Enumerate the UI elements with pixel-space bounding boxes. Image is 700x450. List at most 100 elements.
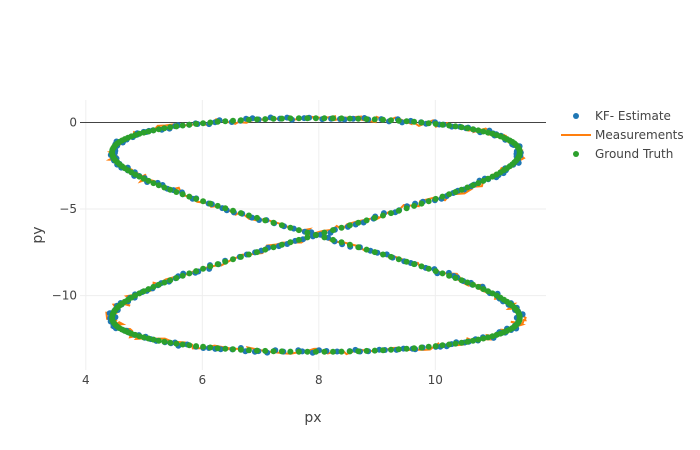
data-point (287, 348, 294, 355)
data-point (485, 334, 491, 341)
data-point (214, 118, 221, 125)
tick-labels: 4 6 8 10 0 −5 −10 (52, 116, 443, 388)
legend-item[interactable]: Ground Truth (573, 147, 673, 161)
data-point (458, 186, 465, 193)
legend-label: Ground Truth (595, 147, 673, 161)
data-point (173, 123, 180, 130)
data-point (179, 341, 186, 348)
data-point (222, 258, 229, 265)
data-point (464, 125, 471, 132)
data-point (439, 270, 446, 277)
data-point (432, 195, 439, 202)
data-point (425, 198, 432, 205)
data-point (363, 116, 370, 123)
data-point (270, 115, 277, 122)
data-point (338, 348, 345, 355)
data-point (371, 347, 378, 354)
data-point (480, 335, 487, 342)
data-point (214, 345, 221, 352)
data-point (388, 253, 394, 260)
data-point (186, 270, 193, 277)
data-point (186, 121, 193, 128)
data-point (380, 116, 386, 123)
data-point (145, 335, 152, 342)
data-point (179, 191, 186, 198)
data-point (346, 241, 353, 248)
data-point (254, 249, 260, 256)
data-point (295, 227, 302, 234)
data-point (346, 222, 353, 229)
data-point (338, 224, 345, 231)
data-point (161, 279, 168, 286)
data-point (425, 343, 432, 350)
data-point (150, 127, 157, 134)
data-point (207, 119, 214, 126)
data-point (278, 222, 285, 229)
data-point (161, 338, 168, 345)
data-point (346, 115, 353, 122)
data-point (173, 340, 180, 347)
legend: KF- Estimate Measurements Ground Truth (561, 109, 684, 161)
data-point (452, 189, 459, 195)
data-point (388, 117, 394, 124)
data-point (262, 347, 269, 354)
data-point (207, 344, 214, 351)
data-point (446, 122, 453, 129)
data-point (200, 343, 207, 350)
data-point (464, 184, 471, 191)
data-point (330, 115, 336, 122)
data-point (145, 128, 152, 135)
data-point (470, 337, 476, 344)
data-point (395, 117, 402, 124)
data-point (222, 345, 229, 352)
data-point (193, 268, 200, 275)
data-point (295, 348, 302, 355)
data-point (418, 344, 425, 351)
data-point (145, 286, 152, 293)
data-point (458, 277, 465, 284)
data-point (411, 202, 418, 209)
legend-marker-swatch (573, 151, 579, 157)
data-point (355, 348, 362, 355)
data-point (355, 219, 362, 226)
data-point (186, 193, 193, 200)
legend-item[interactable]: Measurements (561, 128, 684, 142)
data-point (321, 348, 328, 355)
data-point (403, 258, 410, 265)
data-point (321, 115, 328, 122)
data-point (330, 348, 336, 355)
data-point (186, 342, 193, 349)
data-point (270, 219, 277, 226)
data-point (411, 118, 418, 125)
data-point (475, 283, 482, 290)
data-point (287, 224, 294, 231)
data-point (470, 182, 476, 189)
data-point (452, 340, 459, 347)
data-point (262, 116, 269, 123)
data-point (287, 115, 294, 122)
data-point (346, 348, 353, 355)
data-point (230, 117, 236, 124)
data-point (458, 339, 465, 346)
data-point (245, 212, 252, 219)
data-point (380, 251, 386, 258)
data-point (485, 129, 491, 136)
data-point (167, 186, 174, 193)
data-point (338, 115, 345, 122)
data-point (418, 119, 425, 126)
data-point (425, 120, 432, 127)
data-point (321, 234, 328, 241)
data-point (237, 210, 244, 217)
legend-item[interactable]: KF- Estimate (573, 109, 671, 123)
data-point (245, 251, 252, 258)
data-point (278, 348, 285, 355)
data-point (140, 129, 147, 136)
data-point (371, 249, 378, 256)
data-point (395, 346, 402, 353)
data-point (330, 227, 336, 234)
data-point (371, 116, 378, 123)
data-point (230, 207, 236, 214)
data-point (475, 127, 482, 134)
data-point (254, 214, 260, 221)
